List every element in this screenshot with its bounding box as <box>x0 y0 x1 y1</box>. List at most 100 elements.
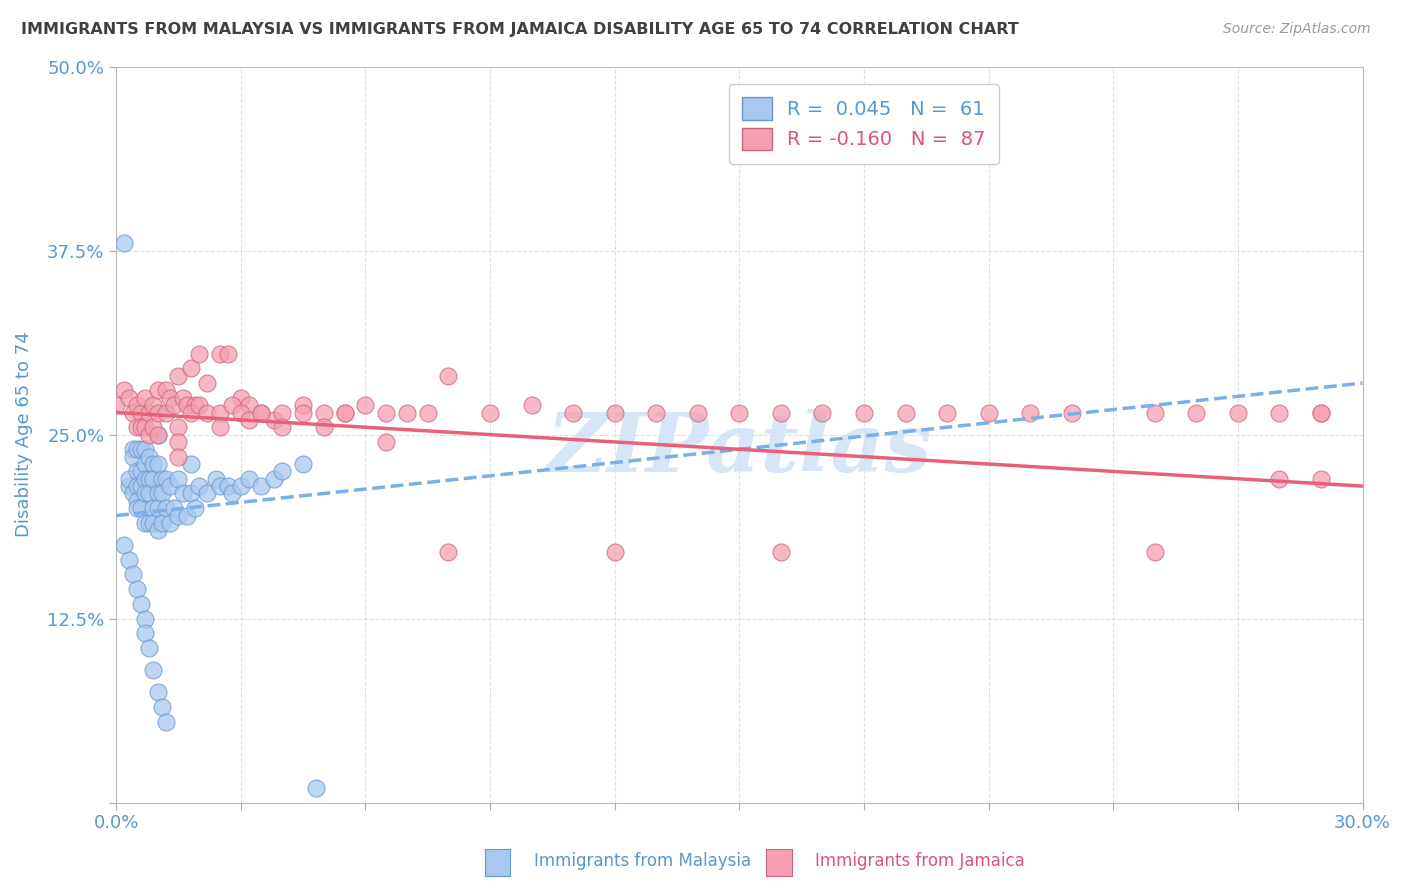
Point <box>150 700 173 714</box>
Point <box>312 420 335 434</box>
Point <box>221 398 243 412</box>
Point <box>217 479 239 493</box>
Point <box>146 501 169 516</box>
Point <box>138 427 160 442</box>
Point <box>271 464 294 478</box>
Point <box>167 420 190 434</box>
Point <box>271 405 294 419</box>
Point <box>163 501 186 516</box>
Point <box>188 346 211 360</box>
Point <box>437 368 460 383</box>
Point <box>562 405 585 419</box>
Point <box>159 479 181 493</box>
Point <box>1143 545 1166 559</box>
Point <box>769 405 792 419</box>
Point <box>180 457 202 471</box>
Point <box>142 472 165 486</box>
Point <box>159 391 181 405</box>
Point <box>238 398 260 412</box>
Point <box>134 486 156 500</box>
Point <box>117 472 139 486</box>
Point <box>271 420 294 434</box>
Point <box>134 611 156 625</box>
Point <box>129 442 152 457</box>
Point <box>375 434 398 449</box>
Point <box>129 420 152 434</box>
Point <box>138 405 160 419</box>
Point <box>150 486 173 500</box>
Point <box>134 420 156 434</box>
Point <box>811 405 834 419</box>
Point <box>155 472 177 486</box>
Point <box>304 780 326 795</box>
Point <box>112 384 135 398</box>
Point <box>197 405 219 419</box>
Point <box>129 597 152 611</box>
Point <box>184 501 207 516</box>
Point <box>977 405 1000 419</box>
Point <box>180 405 202 419</box>
Point <box>603 405 626 419</box>
Point <box>125 442 148 457</box>
Point <box>292 405 315 419</box>
Point <box>479 405 502 419</box>
Point <box>117 391 139 405</box>
Point <box>229 479 252 493</box>
Point <box>142 420 165 434</box>
Point <box>167 508 190 523</box>
Point <box>208 346 231 360</box>
Point <box>134 472 156 486</box>
Point <box>125 493 148 508</box>
Point <box>1310 472 1333 486</box>
Point <box>155 405 177 419</box>
Point <box>333 405 356 419</box>
Point <box>769 545 792 559</box>
Point <box>645 405 668 419</box>
Point <box>129 501 152 516</box>
Point <box>176 398 198 412</box>
Point <box>129 479 152 493</box>
Point <box>121 450 143 464</box>
Point <box>172 391 194 405</box>
Point <box>217 346 239 360</box>
Point <box>204 472 226 486</box>
Point <box>112 538 135 552</box>
Y-axis label: Disability Age 65 to 74: Disability Age 65 to 74 <box>15 332 32 538</box>
Point <box>176 508 198 523</box>
Point <box>686 405 709 419</box>
Point <box>134 626 156 640</box>
Point <box>125 501 148 516</box>
Point <box>142 501 165 516</box>
Point <box>1060 405 1083 419</box>
Point <box>125 464 148 478</box>
Point <box>292 398 315 412</box>
Point <box>138 450 160 464</box>
Point <box>437 545 460 559</box>
Point <box>155 384 177 398</box>
Point <box>250 405 273 419</box>
Point <box>125 582 148 596</box>
Point <box>125 479 148 493</box>
Point <box>134 442 156 457</box>
Point <box>138 516 160 530</box>
Point <box>208 405 231 419</box>
Point <box>208 479 231 493</box>
Point <box>603 545 626 559</box>
Point <box>163 398 186 412</box>
Point <box>167 450 190 464</box>
Point <box>1268 405 1291 419</box>
Text: Immigrants from Malaysia: Immigrants from Malaysia <box>534 852 751 870</box>
Point <box>852 405 875 419</box>
Point <box>155 714 177 729</box>
Point <box>146 486 169 500</box>
Point <box>138 640 160 655</box>
Point <box>150 472 173 486</box>
Point <box>172 486 194 500</box>
Point <box>416 405 439 419</box>
Point <box>263 413 285 427</box>
Point <box>155 501 177 516</box>
Point <box>238 472 260 486</box>
Point <box>894 405 917 419</box>
Point <box>142 457 165 471</box>
Point <box>117 479 139 493</box>
